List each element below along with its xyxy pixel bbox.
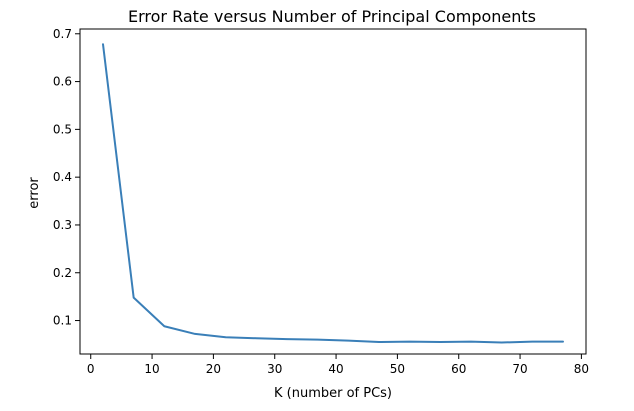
y-tick-label: 0.7 <box>53 27 72 41</box>
y-tick-label: 0.3 <box>53 218 72 232</box>
x-axis-label: K (number of PCs) <box>274 386 392 401</box>
x-axis: 0 10 20 30 40 50 60 70 80 <box>87 354 589 376</box>
x-tick-label: 30 <box>267 362 282 376</box>
x-tick-label: 20 <box>206 362 221 376</box>
x-tick-label: 80 <box>574 362 589 376</box>
y-axis: 0.1 0.2 0.3 0.4 0.5 0.6 0.7 <box>53 27 80 328</box>
x-tick-label: 50 <box>390 362 405 376</box>
error-rate-line <box>102 43 564 344</box>
chart-title: Error Rate versus Number of Principal Co… <box>128 7 536 26</box>
y-tick-label: 0.1 <box>53 314 72 328</box>
y-tick-label: 0.6 <box>53 75 72 89</box>
x-tick-label: 10 <box>144 362 159 376</box>
x-tick-label: 60 <box>451 362 466 376</box>
x-tick-label: 0 <box>87 362 95 376</box>
y-tick-label: 0.5 <box>53 122 72 136</box>
plot-area-frame <box>79 28 587 355</box>
y-tick-label: 0.4 <box>53 170 72 184</box>
y-tick-label: 0.2 <box>53 266 72 280</box>
y-axis-label: error <box>27 177 42 209</box>
x-tick-label: 40 <box>328 362 343 376</box>
x-tick-label: 70 <box>512 362 527 376</box>
